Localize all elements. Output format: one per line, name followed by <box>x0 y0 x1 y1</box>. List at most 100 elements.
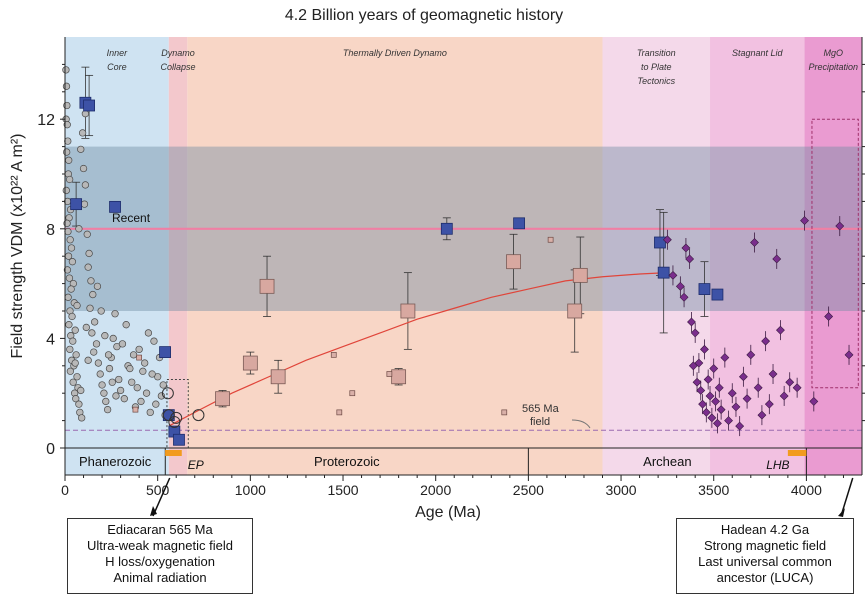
data-point <box>679 292 689 302</box>
data-point <box>73 373 81 381</box>
y-tick-label: 4 <box>46 331 55 348</box>
data-point <box>146 408 154 417</box>
data-point <box>705 391 715 401</box>
callout-line: Ediacaran 565 Ma <box>107 522 213 537</box>
data-point <box>572 267 588 283</box>
data-point <box>757 410 767 420</box>
data-point <box>83 230 91 238</box>
data-point <box>65 321 73 329</box>
data-point <box>501 409 508 416</box>
x-tick-label: 1000 <box>235 482 266 498</box>
data-point <box>148 370 156 378</box>
eon-label: Proterozoic <box>314 454 380 469</box>
data-point <box>128 378 136 386</box>
data-point <box>713 418 722 428</box>
data-point <box>761 336 771 346</box>
data-point <box>85 249 93 258</box>
field-565-arrow <box>571 419 591 429</box>
y-tick-label: 8 <box>46 222 55 239</box>
callout-arrowhead <box>838 508 845 517</box>
data-point <box>835 221 845 231</box>
event-bar <box>165 450 182 456</box>
data-point <box>132 406 139 413</box>
data-point <box>64 137 72 145</box>
x-tick-label: 1500 <box>327 482 358 498</box>
data-point <box>81 110 90 118</box>
data-point <box>67 244 76 252</box>
data-point <box>144 329 153 337</box>
regime-band <box>65 37 169 475</box>
data-point <box>161 387 174 400</box>
data-point <box>711 396 720 406</box>
data-point <box>735 421 745 431</box>
x-tick-label: 2000 <box>420 482 451 498</box>
data-point <box>192 409 205 422</box>
data-point <box>692 377 702 387</box>
data-point <box>386 371 393 377</box>
data-point <box>753 383 763 393</box>
x-tick-label: 4000 <box>791 482 822 498</box>
data-point <box>707 413 717 423</box>
y-tick-label: 0 <box>46 441 55 458</box>
data-point <box>135 345 143 354</box>
x-tick-label: 3500 <box>698 482 729 498</box>
eon-label: Phanerozoic <box>79 454 152 469</box>
regime-label: Core <box>107 62 127 72</box>
regime-label: Tectonics <box>637 76 675 86</box>
data-point <box>696 386 706 395</box>
data-point <box>809 396 819 406</box>
data-point <box>668 270 678 280</box>
data-point <box>700 344 709 354</box>
data-point <box>98 381 106 389</box>
callout-arrowhead <box>150 506 157 516</box>
data-point <box>75 400 83 408</box>
data-point <box>750 238 759 247</box>
data-point <box>654 236 666 249</box>
regime-label: Inner <box>107 48 129 58</box>
data-point <box>259 278 275 294</box>
data-point <box>63 148 71 156</box>
data-point <box>63 121 71 129</box>
data-point <box>75 225 83 233</box>
data-point <box>109 334 117 343</box>
data-point <box>66 345 74 354</box>
data-point <box>112 392 120 400</box>
data-point <box>100 389 108 397</box>
data-point <box>115 375 123 384</box>
data-point <box>768 369 778 379</box>
data-point <box>78 414 86 422</box>
data-point <box>102 397 110 406</box>
data-point <box>72 351 80 359</box>
data-point <box>78 129 87 137</box>
x-tick-label: 500 <box>146 482 170 498</box>
data-point <box>270 369 286 385</box>
data-point <box>77 386 85 395</box>
y-axis-label: Field strength VDM (x10²² A m²) <box>9 134 26 359</box>
regime-band <box>168 37 188 475</box>
data-point <box>66 236 74 244</box>
data-point <box>709 364 719 373</box>
data-point <box>73 301 81 310</box>
trend-line <box>168 272 668 427</box>
data-point <box>108 378 116 386</box>
data-point <box>173 433 185 446</box>
data-point <box>126 364 134 373</box>
data-point <box>69 337 77 345</box>
hadean-callout: Hadean 4.2 Ga Strong magnetic field Last… <box>676 518 854 594</box>
data-point <box>103 405 112 414</box>
data-point <box>720 353 730 363</box>
callout-line: Strong magnetic field <box>703 538 827 553</box>
data-point <box>800 216 809 226</box>
data-point <box>703 375 713 384</box>
data-point <box>97 307 105 315</box>
data-point <box>159 381 167 389</box>
field-565-label: 565 Ma <box>522 403 560 415</box>
regime-band <box>710 37 805 475</box>
eon-label: Archean <box>643 454 691 469</box>
data-point <box>662 235 672 245</box>
data-point <box>104 351 113 359</box>
data-point <box>330 351 337 358</box>
callout-line: Hadean 4.2 Ga <box>720 522 810 537</box>
data-point <box>79 164 88 173</box>
